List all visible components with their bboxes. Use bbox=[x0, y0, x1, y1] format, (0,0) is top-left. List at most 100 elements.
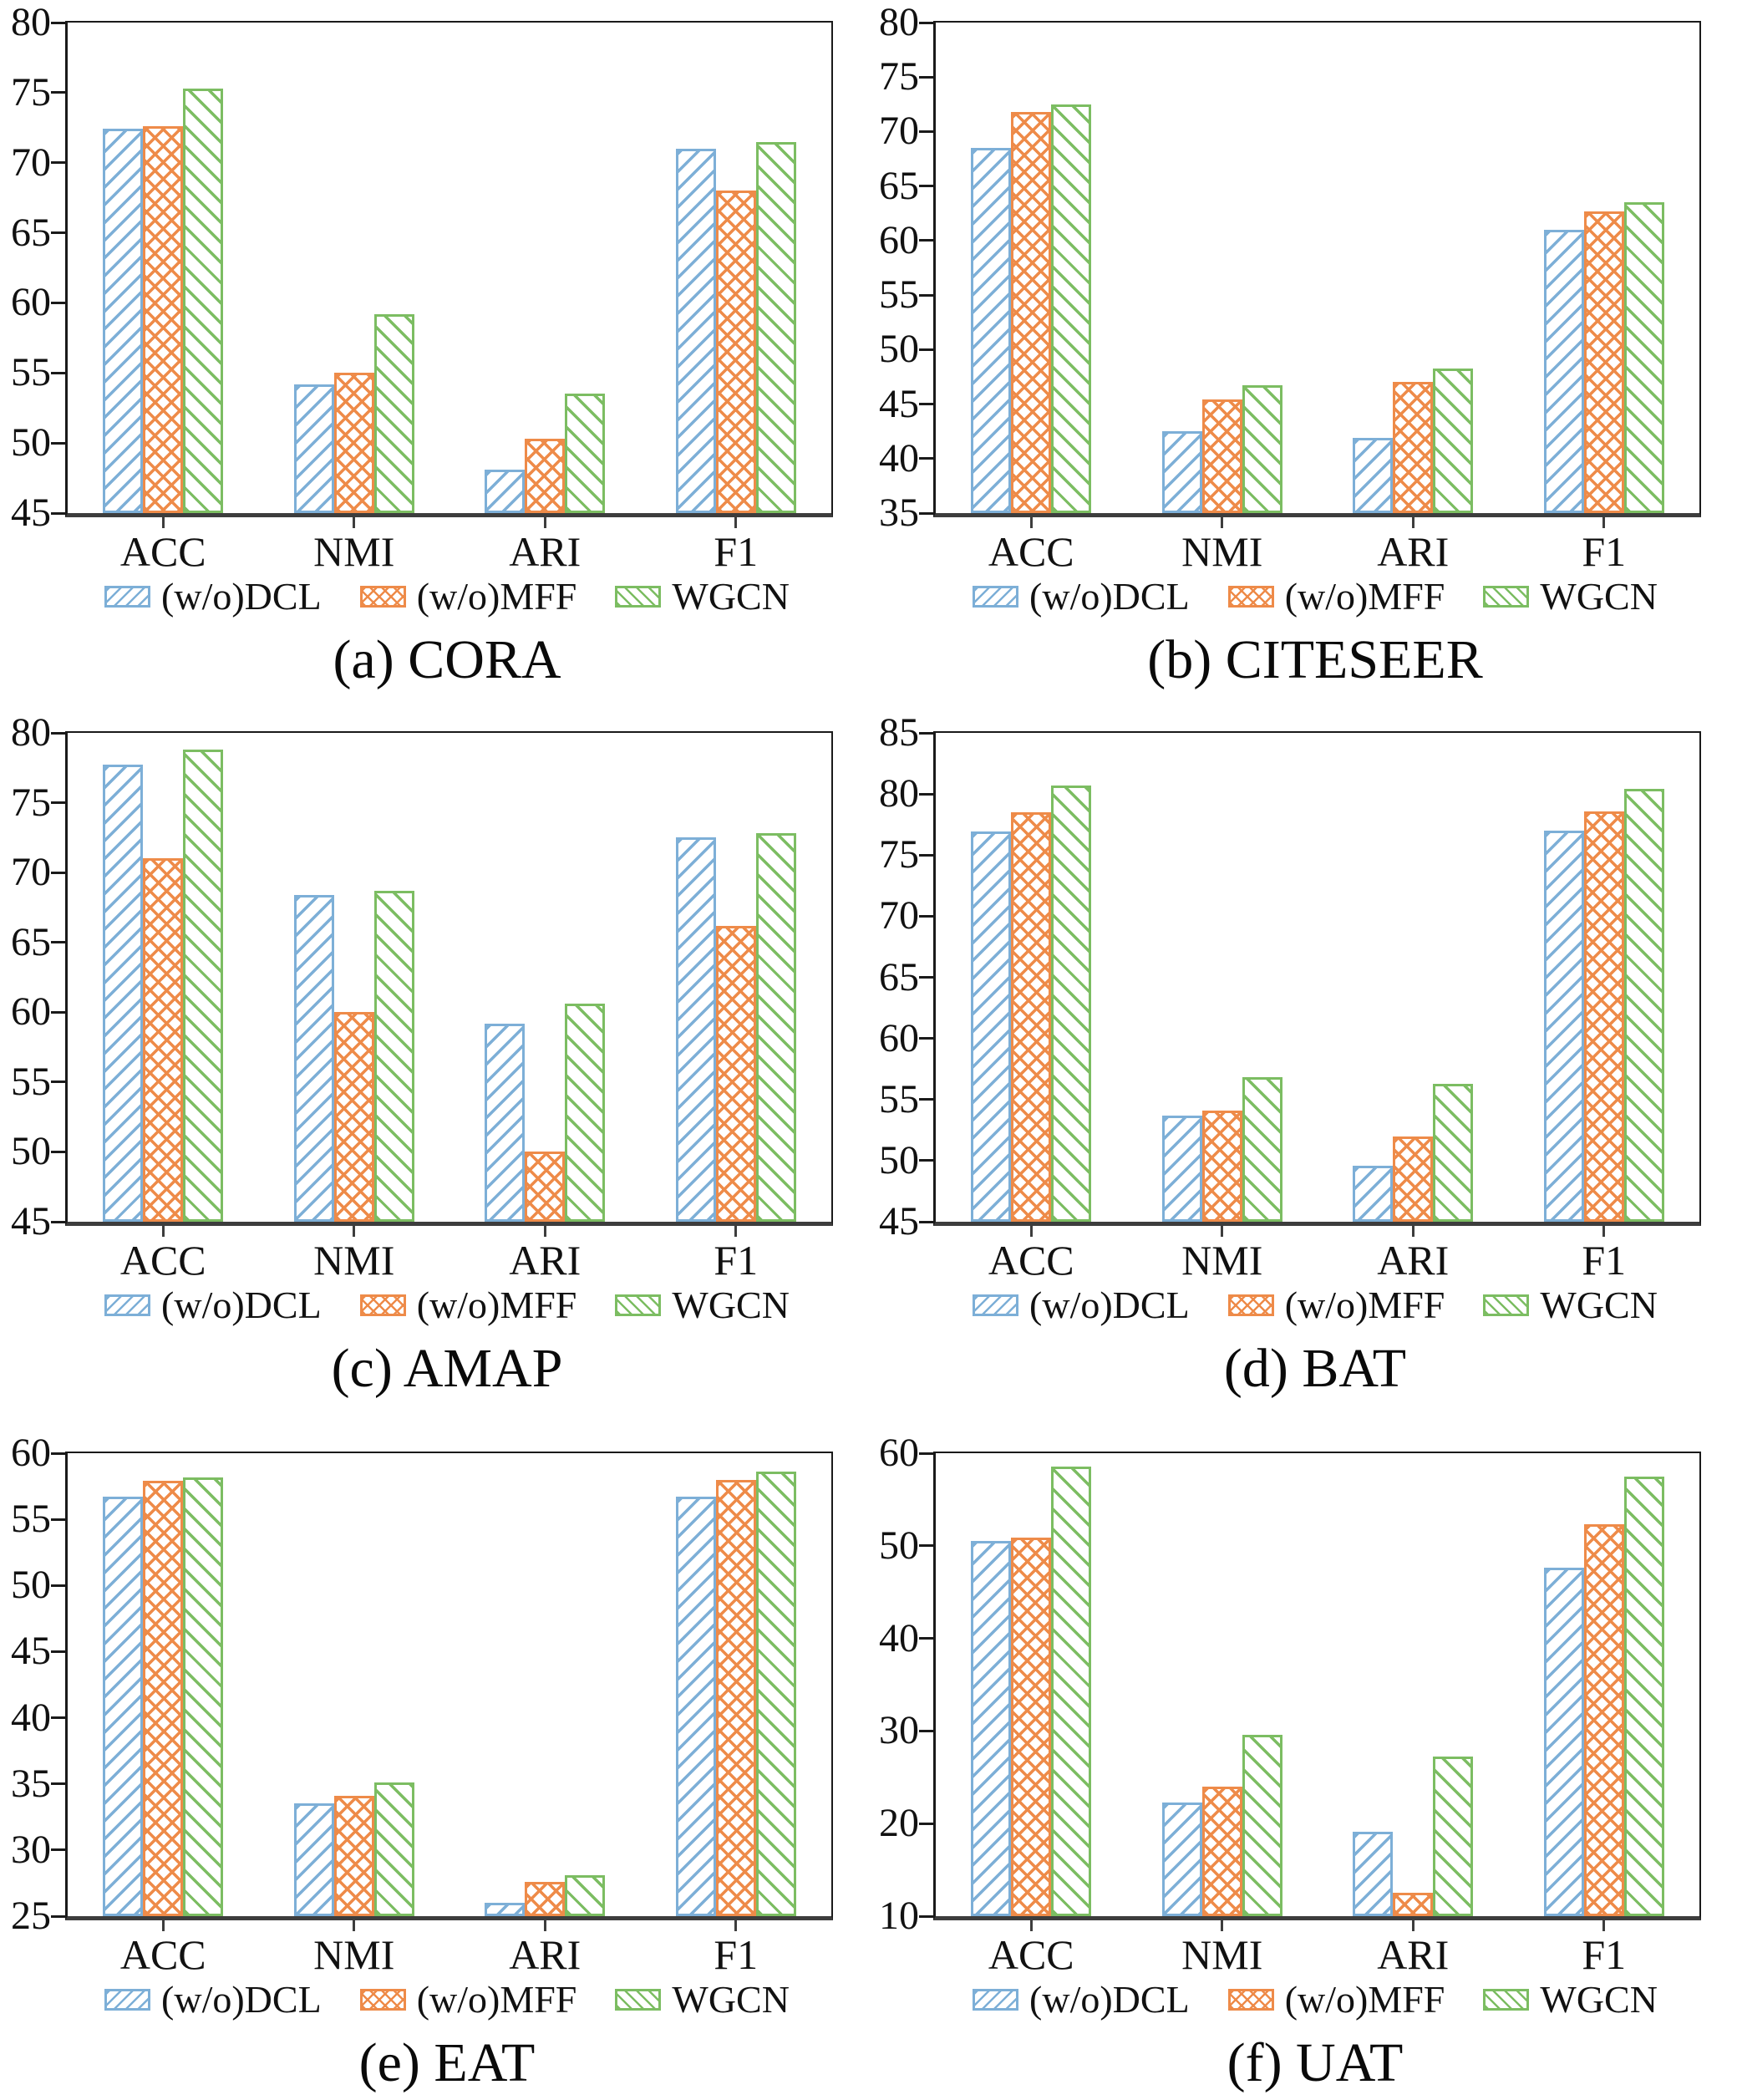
chart-caption-uat: (f) UAT bbox=[1227, 2032, 1404, 2093]
y-tick bbox=[919, 853, 933, 857]
x-tick bbox=[1029, 517, 1033, 528]
legend-item: (w/o)MFF bbox=[1227, 1283, 1445, 1328]
y-tick bbox=[919, 1220, 933, 1223]
y-tick bbox=[51, 1848, 65, 1852]
bar bbox=[103, 1497, 144, 1916]
backslash-hatch-swatch bbox=[615, 586, 662, 608]
bar bbox=[525, 1152, 566, 1222]
bar bbox=[1242, 385, 1282, 513]
x-category-label: NMI bbox=[313, 1931, 395, 1978]
y-tick bbox=[919, 130, 933, 133]
legend-item: WGCN bbox=[1483, 574, 1658, 619]
y-tick bbox=[51, 871, 65, 874]
legend-item: (w/o)DCL bbox=[104, 1977, 322, 2022]
y-tick-label: 80 bbox=[879, 0, 919, 44]
y-tick-label: 60 bbox=[879, 1431, 919, 1475]
y-tick-label: 60 bbox=[879, 217, 919, 262]
crosshatch-swatch bbox=[359, 1989, 406, 2011]
bar bbox=[971, 148, 1012, 513]
crosshatch-swatch bbox=[359, 1294, 406, 1316]
legend-label: (w/o)MFF bbox=[1284, 1284, 1445, 1326]
x-category-label: ACC bbox=[119, 1931, 206, 1978]
bar bbox=[565, 1874, 606, 1916]
backslash-hatch-swatch bbox=[1483, 1294, 1530, 1316]
x-tick bbox=[353, 517, 356, 528]
legend-label: (w/o)DCL bbox=[1029, 575, 1190, 618]
y-tick bbox=[51, 301, 65, 304]
y-tick-label: 45 bbox=[11, 491, 51, 535]
legend-item: (w/o)DCL bbox=[973, 574, 1190, 619]
bar bbox=[485, 1903, 526, 1916]
y-tick bbox=[51, 941, 65, 944]
legend-label: WGCN bbox=[672, 1978, 790, 2021]
y-tick-label: 70 bbox=[11, 850, 51, 895]
x-tick bbox=[734, 1226, 738, 1237]
bar bbox=[755, 1472, 796, 1916]
legend-label: WGCN bbox=[672, 1284, 790, 1326]
x-tick bbox=[734, 517, 738, 528]
legend-label: (w/o)MFF bbox=[416, 1978, 577, 2021]
bar bbox=[1623, 789, 1664, 1222]
y-tick bbox=[51, 1782, 65, 1786]
x-tick bbox=[1029, 1226, 1033, 1237]
bar bbox=[755, 833, 796, 1222]
chart-caption-cora: (a) CORA bbox=[333, 629, 561, 690]
x-tick bbox=[1602, 1226, 1606, 1237]
y-tick-label: 70 bbox=[11, 140, 51, 185]
bar bbox=[333, 1012, 374, 1222]
x-tick bbox=[1221, 1226, 1224, 1237]
bar bbox=[1161, 431, 1202, 513]
backslash-hatch-swatch bbox=[615, 1989, 662, 2011]
y-tick bbox=[919, 914, 933, 918]
legend-item: (w/o)MFF bbox=[359, 1283, 577, 1328]
x-category-label: ACC bbox=[119, 1237, 206, 1284]
y-tick-label: 55 bbox=[879, 1076, 919, 1121]
bar bbox=[1242, 1734, 1282, 1916]
y-tick-label: 25 bbox=[11, 1894, 51, 1938]
y-tick bbox=[51, 1452, 65, 1455]
legend-item: (w/o)DCL bbox=[973, 1977, 1190, 2022]
x-category-label: F1 bbox=[714, 528, 759, 575]
legend-item: (w/o)MFF bbox=[1227, 1977, 1445, 2022]
x-category-label: ACC bbox=[988, 1931, 1074, 1978]
x-category-label: ACC bbox=[988, 1237, 1074, 1284]
legend-label: (w/o)MFF bbox=[416, 1284, 577, 1326]
bar bbox=[1051, 785, 1092, 1222]
y-tick-label: 35 bbox=[11, 1761, 51, 1806]
bar bbox=[565, 394, 606, 513]
y-tick-label: 30 bbox=[879, 1708, 919, 1753]
y-tick-label: 75 bbox=[879, 54, 919, 99]
y-tick-label: 75 bbox=[11, 69, 51, 114]
y-tick-label: 80 bbox=[879, 771, 919, 816]
plot-area-amap: 45 50 55 60 65 70 75 80 ACC NMI ARI F1 bbox=[11, 710, 833, 1284]
bar bbox=[1433, 368, 1474, 513]
backslash-hatch-swatch bbox=[1483, 1989, 1530, 2011]
crosshatch-swatch bbox=[1227, 1294, 1274, 1316]
y-tick bbox=[51, 441, 65, 445]
x-tick bbox=[161, 1226, 165, 1237]
bar bbox=[333, 373, 374, 513]
y-tick bbox=[919, 1159, 933, 1162]
x-tick bbox=[1029, 1920, 1033, 1931]
bar bbox=[1051, 104, 1092, 513]
y-tick bbox=[919, 293, 933, 297]
y-tick-label: 80 bbox=[11, 710, 51, 755]
bar bbox=[1161, 1802, 1202, 1916]
y-tick bbox=[919, 403, 933, 406]
y-tick-label: 45 bbox=[11, 1629, 51, 1674]
y-tick-label: 80 bbox=[11, 0, 51, 44]
plot-area-citeseer: 35 40 45 50 55 60 65 70 75 80 ACC NMI ARI F1 bbox=[879, 0, 1701, 575]
y-tick-label: 45 bbox=[11, 1199, 51, 1243]
bar bbox=[373, 313, 414, 513]
x-tick bbox=[1411, 1920, 1414, 1931]
bar bbox=[485, 1023, 526, 1222]
y-tick-label: 55 bbox=[879, 272, 919, 318]
y-tick-label: 75 bbox=[11, 780, 51, 825]
legend-label: (w/o)DCL bbox=[161, 1284, 322, 1326]
y-tick bbox=[919, 1544, 933, 1548]
y-tick-label: 50 bbox=[879, 327, 919, 372]
y-tick bbox=[919, 1037, 933, 1040]
y-tick bbox=[51, 731, 65, 735]
y-tick bbox=[919, 185, 933, 188]
legend-item: (w/o)MFF bbox=[359, 1977, 577, 2022]
